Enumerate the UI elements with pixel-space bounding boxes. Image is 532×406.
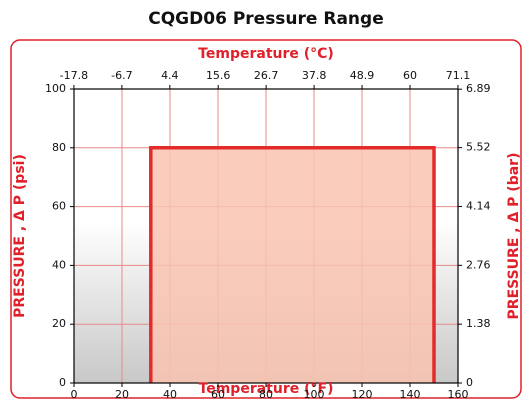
x-axis-label: Temperature (°F) [199,381,334,397]
x2-tick-label: -6.7 [111,69,132,82]
x-tick-label: 100 [304,388,325,401]
x-tick-label: 140 [400,388,421,401]
x2-axis-label: Temperature (°C) [198,46,334,62]
x-tick-label: 20 [115,388,129,401]
x2-tick-label: 60 [403,69,417,82]
x2-tick-label: 15.6 [206,69,231,82]
y-tick-label: 20 [52,317,66,330]
x2-tick-label: 48.9 [350,69,375,82]
y2-axis-label: PRESSURE , Δ P (bar) [506,153,522,320]
y-tick-label: 60 [52,200,66,213]
y2-tick-label: 2.76 [466,258,491,271]
y-tick-label: 0 [59,376,66,389]
x2-tick-label: 37.8 [302,69,327,82]
y-tick-label: 100 [45,82,66,95]
x-tick-label: 40 [163,388,177,401]
x2-tick-label: 71.1 [446,69,471,82]
y2-tick-label: 4.14 [466,199,491,212]
y-tick-label: 80 [52,141,66,154]
y2-tick-label: 0 [466,376,473,389]
y-tick-label: 40 [52,258,66,271]
x-tick-label: 60 [211,388,225,401]
y2-tick-label: 1.38 [466,317,491,330]
x2-tick-label: -17.8 [60,69,88,82]
chart-title: CQGD06 Pressure Range [148,9,383,29]
x-tick-label: 160 [448,388,469,401]
x2-tick-label: 26.7 [254,69,279,82]
x-tick-label: 80 [259,388,273,401]
y2-tick-label: 6.89 [466,82,491,95]
range-outline [149,146,436,383]
x-tick-label: 120 [352,388,373,401]
x2-tick-label: 4.4 [161,69,179,82]
x-tick-label: 0 [71,388,78,401]
y-axis-label: PRESSURE , Δ P (psi) [12,154,28,318]
y2-tick-label: 5.52 [466,141,491,154]
range-area [150,147,435,383]
frame [10,39,522,399]
